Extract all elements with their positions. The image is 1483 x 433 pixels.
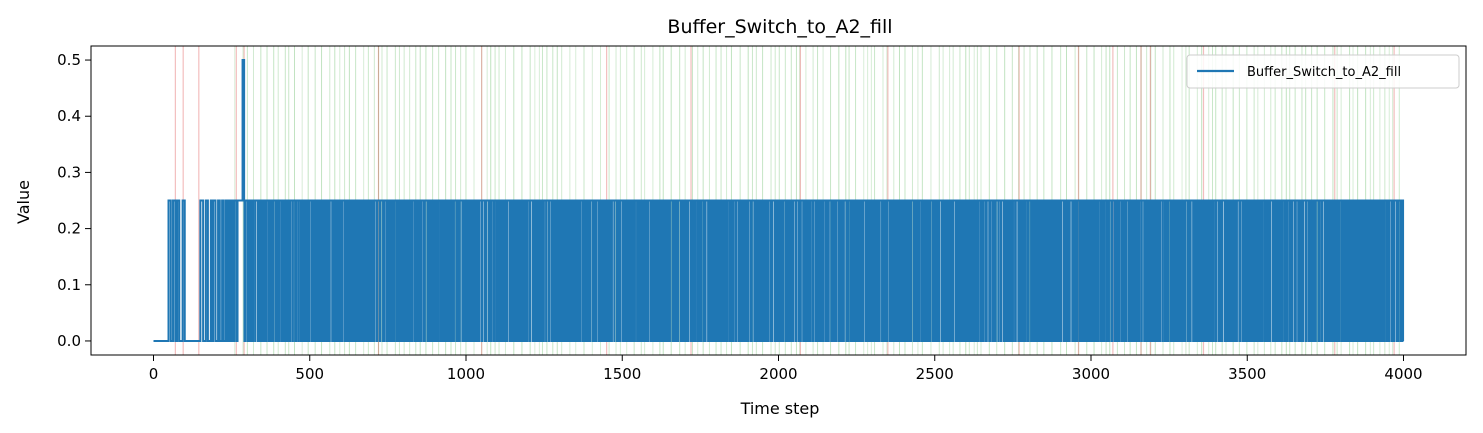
x-tick-label: 1000 [447,365,485,383]
x-tick-label: 2500 [916,365,954,383]
x-axis-label: Time step [740,399,820,418]
y-tick-label: 0.0 [57,332,81,350]
y-tick-label: 0.5 [57,51,81,69]
x-tick-label: 3000 [1072,365,1110,383]
series-layer [153,59,1405,342]
x-tick-label: 3500 [1228,365,1266,383]
x-axis: 0 500 1000 1500 2000 2500 3000 3500 4000 [149,355,1423,383]
legend-entry: Buffer_Switch_to_A2_fill [1247,65,1401,80]
legend-box [1186,54,1460,89]
y-tick-label: 0.4 [57,107,81,125]
y-axis: 0.0 0.1 0.2 0.3 0.4 0.5 [57,51,91,350]
x-tick-label: 0 [149,365,159,383]
series-line [153,59,1405,342]
y-tick-label: 0.1 [57,276,81,294]
chart-title: Buffer_Switch_to_A2_fill [667,16,892,38]
legend: Buffer_Switch_to_A2_fill [1186,54,1460,89]
x-tick-label: 2000 [759,365,797,383]
y-tick-label: 0.3 [57,163,81,181]
y-tick-label: 0.2 [57,220,81,238]
x-tick-label: 4000 [1384,365,1422,383]
y-axis-label: Value [14,180,33,224]
x-tick-label: 500 [295,365,324,383]
x-tick-label: 1500 [603,365,641,383]
